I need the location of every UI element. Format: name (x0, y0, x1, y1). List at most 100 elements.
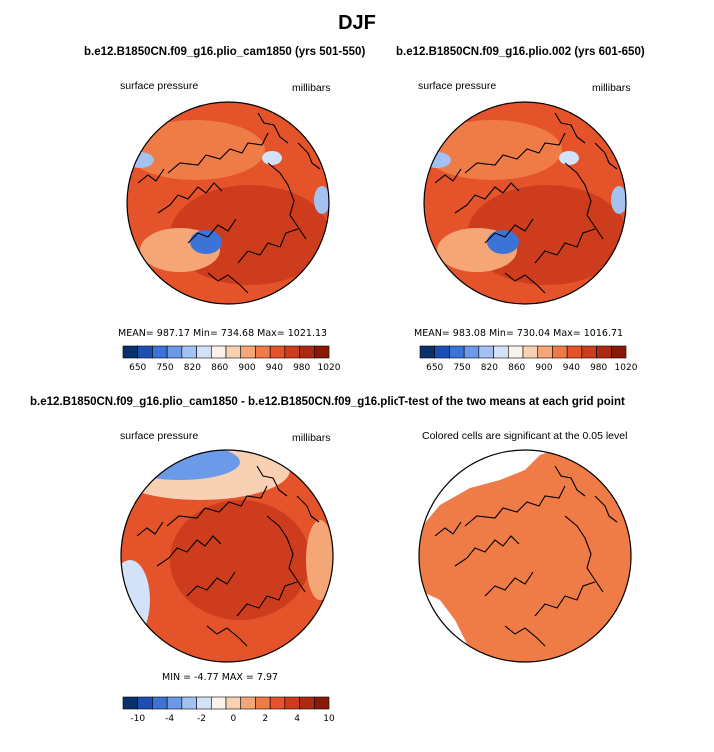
colorbar-3-swatch (152, 696, 168, 710)
panel-4-title: T-test of the two means at each grid poi… (398, 396, 625, 408)
colorbar-3-tick-label: 2 (262, 714, 268, 724)
panel-4-map (418, 449, 632, 663)
panel-4-left-label: Colored cells are significant at the 0.0… (422, 430, 628, 442)
colorbar-3-swatch (269, 696, 286, 710)
panel-1-map (126, 101, 330, 305)
panel-2-title: b.e12.B1850CN.f09_g16.plio.002 (yrs 601-… (396, 46, 645, 58)
colorbar-1-swatch (255, 345, 271, 359)
colorbar-2-swatch (493, 345, 509, 359)
panel-2-right-label: millibars (592, 82, 631, 94)
panel-1-edge-low (314, 186, 329, 214)
colorbar-3-swatch (313, 696, 330, 710)
colorbar-3-swatch (137, 696, 153, 710)
colorbar-2-swatch (522, 345, 539, 359)
main-title: DJF (338, 12, 376, 34)
panel-1-field-lighter (127, 120, 265, 180)
colorbar-2-tick-label: 750 (453, 363, 470, 373)
colorbar-2-swatch (463, 345, 480, 359)
colorbar-1-tick-label: 650 (129, 363, 146, 373)
panel-3-map-border (120, 449, 334, 663)
colorbar-2-swatch (434, 345, 450, 359)
panel-2-rockies-low (559, 151, 579, 165)
panel-3-negative-anomaly (121, 450, 240, 480)
colorbar-2-swatch (552, 345, 568, 359)
panel-4-map-border (418, 449, 632, 663)
panel-2-stats: MEAN= 983.08 Min= 730.04 Max= 1016.71 (414, 328, 624, 339)
panel-3-left-label: surface pressure (120, 430, 199, 442)
colorbar-3-swatch (181, 696, 197, 710)
colorbar-3: -10 -4 -2 0 2 4 10 (122, 696, 335, 724)
panel-1-greenland-low (190, 230, 222, 254)
colorbar-1-tick-label: 980 (293, 363, 310, 373)
panel-1-right-label: millibars (292, 82, 331, 94)
colorbar-3-swatch (210, 696, 227, 710)
colorbar-1-swatch (152, 345, 168, 359)
colorbar-2-swatch (581, 345, 597, 359)
panel-2-greenland-low (487, 230, 519, 254)
panel-3-right-label: millibars (292, 432, 331, 444)
colorbar-1-swatch (122, 345, 139, 359)
colorbar-2-tick-label: 980 (590, 363, 607, 373)
colorbar-3-swatch (166, 696, 183, 710)
colorbar-2: 650 750 820 860 900 940 980 1020 (419, 345, 638, 373)
colorbar-2-swatch (478, 345, 494, 359)
colorbar-3-tick-label: 0 (230, 714, 236, 724)
colorbar-2-swatch (537, 345, 553, 359)
panel-2-map (423, 101, 627, 305)
panel-2-map-border (423, 101, 627, 305)
colorbar-2-swatch (419, 345, 436, 359)
colorbar-1-swatch (137, 345, 153, 359)
colorbar-3-tick-label: 10 (323, 714, 335, 724)
colorbar-1-swatch (166, 345, 183, 359)
colorbar-1-tick-label: 750 (156, 363, 173, 373)
panel-1-stats: MEAN= 987.17 Min= 734.68 Max= 1021.13 (118, 328, 328, 339)
colorbar-3-swatch (196, 696, 212, 710)
colorbar-3-swatch (122, 696, 139, 710)
colorbar-1-tick-label: 860 (211, 363, 228, 373)
colorbar-2-tick-label: 900 (535, 363, 552, 373)
colorbar-2-swatch (566, 345, 583, 359)
colorbar-1-swatch (313, 345, 330, 359)
colorbar-2-tick-label: 1020 (615, 363, 638, 373)
colorbar-3-tick-label: 4 (294, 714, 300, 724)
colorbar-3-swatch (240, 696, 256, 710)
colorbar-1-swatch (269, 345, 286, 359)
colorbar-3-swatch (255, 696, 271, 710)
colorbar-3-swatch (284, 696, 300, 710)
panel-1-left-label: surface pressure (120, 80, 199, 92)
panel-3-stats: MIN = -4.77 MAX = 7.97 (162, 672, 279, 683)
colorbar-2-swatch (507, 345, 524, 359)
colorbar-2-swatch (449, 345, 465, 359)
panel-1-map-border (126, 101, 330, 305)
panel-1-title: b.e12.B1850CN.f09_g16.plio_cam1850 (yrs … (84, 46, 366, 58)
colorbar-1-tick-label: 940 (266, 363, 283, 373)
colorbar-3-swatch (299, 696, 315, 710)
colorbar-1-swatch (284, 345, 300, 359)
panel-3-title: b.e12.B1850CN.f09_g16.plio_cam1850 - b.e… (30, 396, 424, 408)
colorbar-1-swatch (240, 345, 256, 359)
colorbar-3-tick-label: -2 (197, 714, 206, 724)
colorbar-1-tick-label: 900 (238, 363, 255, 373)
colorbar-2-tick-label: 940 (563, 363, 580, 373)
panel-3-edge-positive (306, 520, 333, 600)
colorbar-1-swatch (210, 345, 227, 359)
colorbar-2-tick-label: 650 (426, 363, 443, 373)
colorbar-1-tick-label: 1020 (318, 363, 341, 373)
panel-3-positive-core (170, 500, 310, 620)
panel-3-map (120, 449, 334, 663)
panel-2-field-lighter (424, 120, 562, 180)
panel-2-left-label: surface pressure (418, 80, 497, 92)
colorbar-1-swatch (196, 345, 212, 359)
panel-1-rockies-low (262, 151, 282, 165)
colorbar-2-tick-label: 860 (508, 363, 525, 373)
colorbar-1: 650 750 820 860 900 940 980 1020 (122, 345, 341, 373)
panel-2-edge-low (611, 186, 626, 214)
colorbar-1-tick-label: 820 (184, 363, 201, 373)
colorbar-3-tick-label: -4 (165, 714, 174, 724)
colorbar-2-swatch (596, 345, 612, 359)
colorbar-2-tick-label: 820 (481, 363, 498, 373)
colorbar-3-tick-label: -10 (130, 714, 145, 724)
colorbar-1-swatch (181, 345, 197, 359)
colorbar-2-swatch (610, 345, 627, 359)
